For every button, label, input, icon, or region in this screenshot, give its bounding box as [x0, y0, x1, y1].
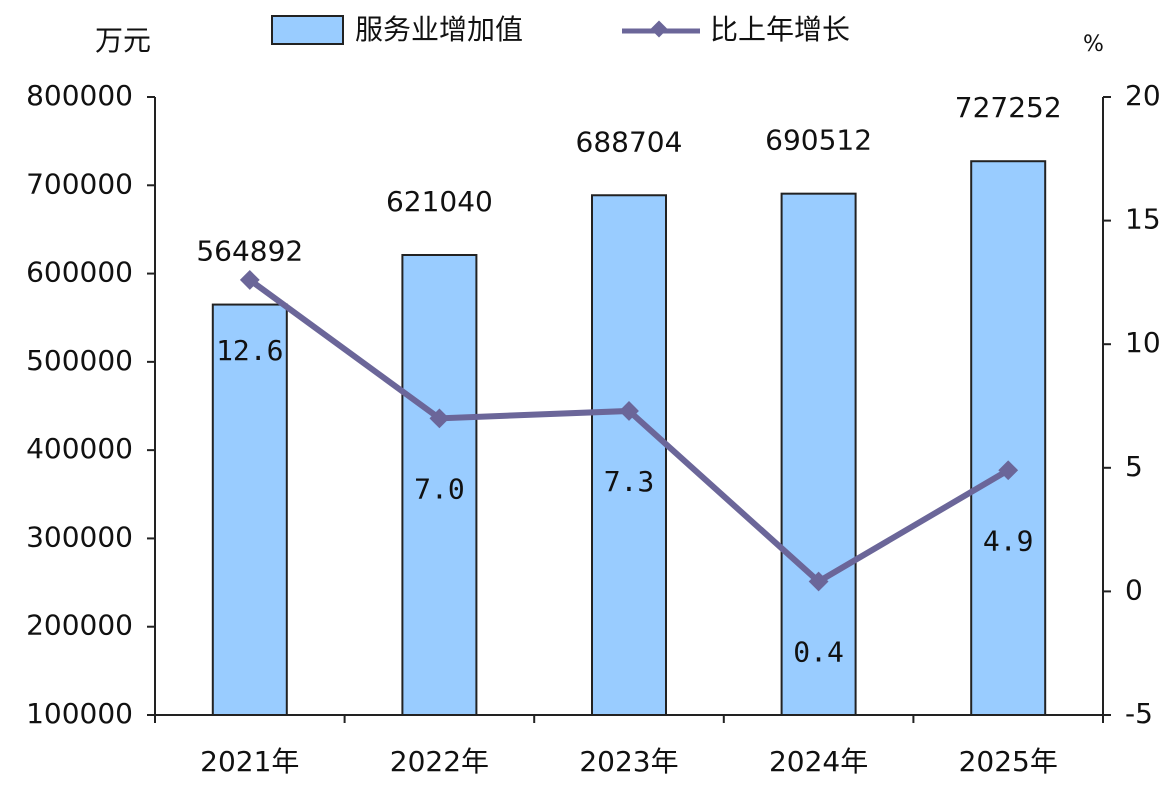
- y2-tick-label: -5: [1125, 697, 1153, 730]
- x-tick-label: 2025年: [959, 745, 1058, 778]
- bar-value-label: 690512: [765, 124, 872, 157]
- x-tick-label: 2023年: [579, 745, 678, 778]
- legend-label: 服务业增加值: [355, 13, 523, 46]
- bar: [401, 253, 478, 716]
- y2-tick-label: 20: [1125, 79, 1161, 112]
- y-tick-label: 300000: [26, 520, 133, 553]
- y2-tick-label: 5: [1125, 450, 1143, 483]
- bar: [211, 303, 288, 716]
- legend-swatch-bar: [271, 15, 344, 45]
- line-marker: [808, 571, 829, 592]
- bar-value-label: 688704: [576, 125, 683, 158]
- bar-value-label: 727252: [955, 91, 1062, 124]
- y-tick-label: 200000: [26, 609, 133, 642]
- y-tick-label: 500000: [26, 344, 133, 377]
- bar-value-label: 621040: [386, 185, 493, 218]
- line-marker: [429, 408, 450, 429]
- line-marker: [619, 401, 639, 421]
- legend-marker: [650, 20, 668, 38]
- legend-label: 比上年增长: [710, 13, 850, 46]
- bar: [780, 192, 857, 716]
- y2-tick-label: 10: [1125, 326, 1161, 359]
- y-tick-label: 800000: [26, 79, 133, 112]
- line-value-label: 7.3: [604, 465, 655, 498]
- bar: [591, 194, 667, 716]
- line-value-label: 12.6: [216, 334, 283, 367]
- line-value-label: 4.9: [983, 524, 1034, 557]
- y-tick-label: 700000: [26, 167, 133, 200]
- y-axis-unit: 万元: [95, 24, 151, 57]
- y2-tick-label: 0: [1125, 573, 1143, 606]
- line-marker: [239, 270, 260, 290]
- x-tick-label: 2024年: [769, 745, 868, 778]
- y2-axis-unit: %: [1083, 32, 1104, 57]
- y-tick-label: 600000: [26, 256, 133, 289]
- line-marker: [998, 460, 1019, 481]
- x-tick-label: 2021年: [200, 745, 299, 778]
- y2-tick-label: 15: [1125, 203, 1161, 236]
- line-value-label: 0.4: [793, 636, 844, 669]
- y-tick-label: 400000: [26, 432, 133, 465]
- y-tick-label: 100000: [26, 697, 133, 730]
- x-tick-label: 2022年: [390, 745, 489, 778]
- bar-value-label: 564892: [196, 235, 303, 268]
- line-value-label: 7.0: [414, 472, 465, 505]
- bar: [970, 160, 1047, 717]
